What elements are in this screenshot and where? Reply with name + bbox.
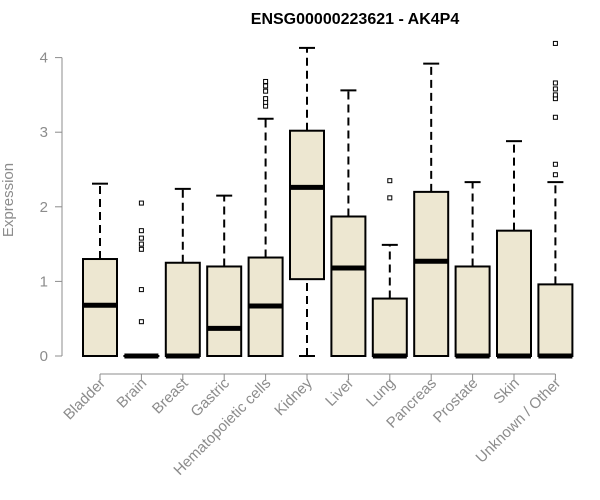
outlier-point — [263, 83, 269, 89]
x-tick-label: Brain — [113, 375, 150, 412]
box-group — [330, 89, 367, 357]
outlier-point — [138, 200, 144, 206]
outlier-point — [138, 319, 144, 325]
box-body — [164, 261, 201, 357]
y-tick-label: 3 — [40, 124, 48, 141]
outlier-point — [552, 172, 558, 178]
y-tick-label: 2 — [40, 199, 48, 216]
y-axis-label: Expression — [0, 163, 17, 237]
box-body — [496, 229, 532, 357]
box-group — [82, 182, 118, 357]
outlier-point — [552, 86, 558, 92]
chart-title: ENSG00000223621 - AK4P4 — [251, 11, 460, 28]
outlier-point — [263, 88, 269, 94]
x-tick-label: Skin — [490, 375, 523, 408]
outlier-point — [263, 78, 269, 84]
box-body — [537, 283, 574, 357]
box-body — [454, 265, 491, 358]
box-group — [537, 40, 574, 359]
y-axis: 0 1 2 3 4 — [40, 50, 63, 365]
outlier-point — [552, 80, 558, 86]
box-group — [247, 78, 284, 358]
y-tick-label: 4 — [40, 50, 48, 67]
box-body — [330, 215, 367, 357]
box-group — [496, 140, 532, 359]
x-tick-label: Breast — [149, 374, 192, 417]
x-tick-label: Liver — [322, 375, 357, 410]
box-group — [164, 187, 201, 359]
box-series — [82, 40, 574, 359]
outlier-point — [387, 178, 393, 184]
box-group — [123, 200, 160, 359]
outlier-point — [138, 241, 144, 247]
box-body — [413, 190, 450, 357]
x-tick-label: Lung — [363, 375, 399, 411]
outlier-point — [552, 161, 558, 167]
outlier-point — [138, 246, 144, 252]
outlier-point — [552, 92, 558, 98]
outlier-point — [552, 40, 558, 46]
box-group — [413, 62, 450, 357]
x-tick-label: Prostate — [430, 375, 482, 427]
y-tick-label: 0 — [40, 348, 48, 365]
box-body — [206, 265, 243, 358]
x-tick-label: Bladder — [60, 375, 109, 424]
x-tick-label: Kidney — [271, 374, 316, 419]
outlier-point — [138, 228, 144, 234]
outlier-point — [263, 96, 269, 102]
box-group — [371, 178, 408, 359]
box-body — [289, 129, 325, 281]
box-group — [454, 181, 491, 359]
outlier-point — [552, 114, 558, 120]
box-group — [289, 46, 325, 357]
outlier-point — [138, 287, 144, 293]
outlier-point — [138, 235, 144, 241]
outlier-point — [387, 195, 393, 201]
y-tick-label: 1 — [40, 273, 48, 290]
box-body — [371, 297, 408, 358]
box-group — [206, 194, 243, 358]
